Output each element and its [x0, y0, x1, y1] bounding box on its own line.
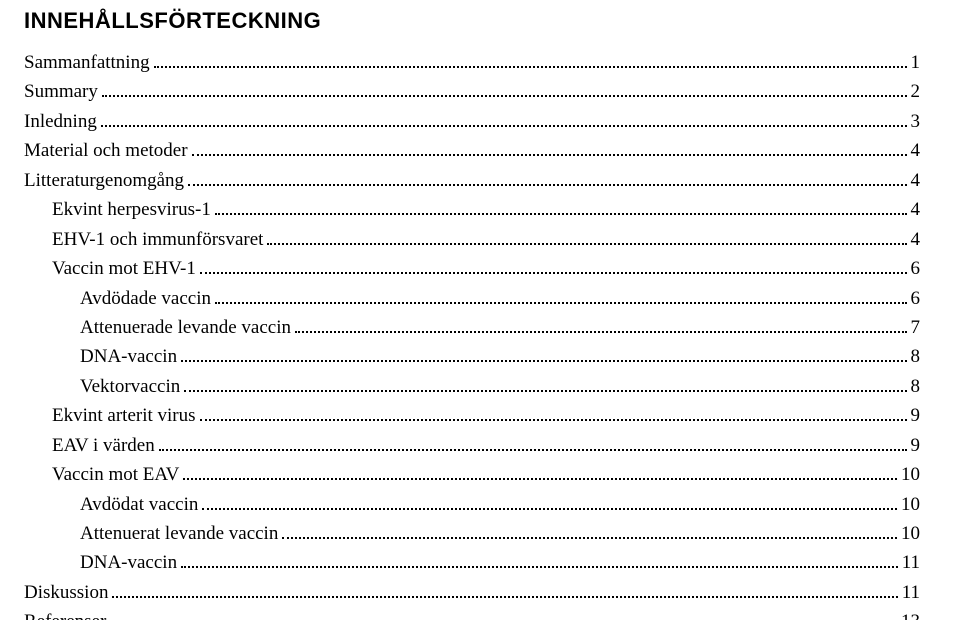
toc-entry-label: Referenser: [24, 607, 106, 620]
toc-entry-page: 7: [911, 313, 921, 342]
toc-entry-page: 3: [911, 107, 921, 136]
toc-row: Avdödade vaccin 6: [24, 284, 920, 313]
toc-entry-page: 10: [901, 519, 920, 548]
toc-entry-page: 2: [911, 77, 921, 106]
toc-entry-label: Vektorvaccin: [80, 372, 180, 401]
toc-entry-label: DNA-vaccin: [80, 548, 177, 577]
toc-row: Ekvint arterit virus 9: [24, 401, 920, 430]
toc-entry-page: 13: [901, 607, 920, 620]
toc-entry-label: Material och metoder: [24, 136, 188, 165]
toc-leader-dots: [181, 566, 898, 568]
toc-leader-dots: [282, 537, 897, 539]
document-page: INNEHÅLLSFÖRTECKNING Sammanfattning1Summ…: [0, 0, 960, 620]
toc-list: Sammanfattning1Summary2Inledning3Materia…: [24, 48, 920, 620]
toc-leader-dots: [101, 125, 907, 127]
toc-leader-dots: [188, 184, 906, 186]
toc-entry-page: 11: [902, 578, 920, 607]
toc-row: Referenser 13: [24, 607, 920, 620]
toc-entry-label: Avdödat vaccin: [80, 490, 198, 519]
toc-entry-label: Ekvint herpesvirus-1: [52, 195, 211, 224]
toc-row: Material och metoder 4: [24, 136, 920, 165]
toc-row: Summary 2: [24, 77, 920, 106]
toc-row: Diskussion 11: [24, 578, 920, 607]
toc-row: Attenuerat levande vaccin 10: [24, 519, 920, 548]
toc-leader-dots: [267, 243, 906, 245]
toc-entry-page: 10: [901, 460, 920, 489]
toc-entry-label: Inledning: [24, 107, 97, 136]
toc-entry-page: 10: [901, 490, 920, 519]
toc-entry-page: 6: [911, 284, 921, 313]
toc-entry-page: 8: [911, 342, 921, 371]
toc-row: Vaccin mot EAV 10: [24, 460, 920, 489]
toc-leader-dots: [215, 302, 906, 304]
toc-entry-page: 9: [911, 401, 921, 430]
toc-leader-dots: [295, 331, 907, 333]
toc-leader-dots: [215, 213, 907, 215]
toc-leader-dots: [102, 95, 907, 97]
toc-row: DNA-vaccin 11: [24, 548, 920, 577]
toc-row: EHV-1 och immunförsvaret 4: [24, 225, 920, 254]
toc-row: Ekvint herpesvirus-1 4: [24, 195, 920, 224]
toc-entry-label: Litteraturgenomgång: [24, 166, 184, 195]
toc-row: DNA-vaccin 8: [24, 342, 920, 371]
toc-leader-dots: [200, 419, 907, 421]
toc-entry-label: Attenuerat levande vaccin: [80, 519, 278, 548]
toc-entry-page: 8: [911, 372, 921, 401]
toc-entry-label: EAV i värden: [52, 431, 155, 460]
toc-leader-dots: [184, 390, 906, 392]
toc-title: INNEHÅLLSFÖRTECKNING: [24, 8, 920, 34]
toc-entry-page: 4: [911, 166, 921, 195]
toc-row: Sammanfattning 1: [24, 48, 920, 77]
toc-leader-dots: [202, 508, 897, 510]
toc-entry-label: Attenuerade levande vaccin: [80, 313, 291, 342]
toc-entry-label: Vaccin mot EAV: [52, 460, 179, 489]
toc-leader-dots: [200, 272, 907, 274]
toc-entry-page: 1: [911, 48, 921, 77]
toc-entry-page: 11: [902, 548, 920, 577]
toc-entry-page: 6: [911, 254, 921, 283]
toc-leader-dots: [154, 66, 907, 68]
toc-leader-dots: [192, 154, 907, 156]
toc-row: Attenuerade levande vaccin 7: [24, 313, 920, 342]
toc-row: Litteraturgenomgång 4: [24, 166, 920, 195]
toc-entry-page: 4: [911, 225, 921, 254]
toc-entry-label: Ekvint arterit virus: [52, 401, 196, 430]
toc-row: Vektorvaccin 8: [24, 372, 920, 401]
toc-leader-dots: [159, 449, 907, 451]
toc-entry-label: Vaccin mot EHV-1: [52, 254, 196, 283]
toc-entry-label: Summary: [24, 77, 98, 106]
toc-leader-dots: [112, 596, 897, 598]
toc-leader-dots: [183, 478, 897, 480]
toc-entry-label: Sammanfattning: [24, 48, 150, 77]
toc-entry-label: Diskussion: [24, 578, 108, 607]
toc-leader-dots: [181, 360, 906, 362]
toc-entry-label: Avdödade vaccin: [80, 284, 211, 313]
toc-entry-page: 4: [911, 136, 921, 165]
toc-entry-page: 4: [911, 195, 921, 224]
toc-entry-label: EHV-1 och immunförsvaret: [52, 225, 263, 254]
toc-entry-label: DNA-vaccin: [80, 342, 177, 371]
toc-row: Vaccin mot EHV-1 6: [24, 254, 920, 283]
toc-row: Inledning 3: [24, 107, 920, 136]
toc-entry-page: 9: [911, 431, 921, 460]
toc-row: EAV i värden 9: [24, 431, 920, 460]
toc-row: Avdödat vaccin 10: [24, 490, 920, 519]
